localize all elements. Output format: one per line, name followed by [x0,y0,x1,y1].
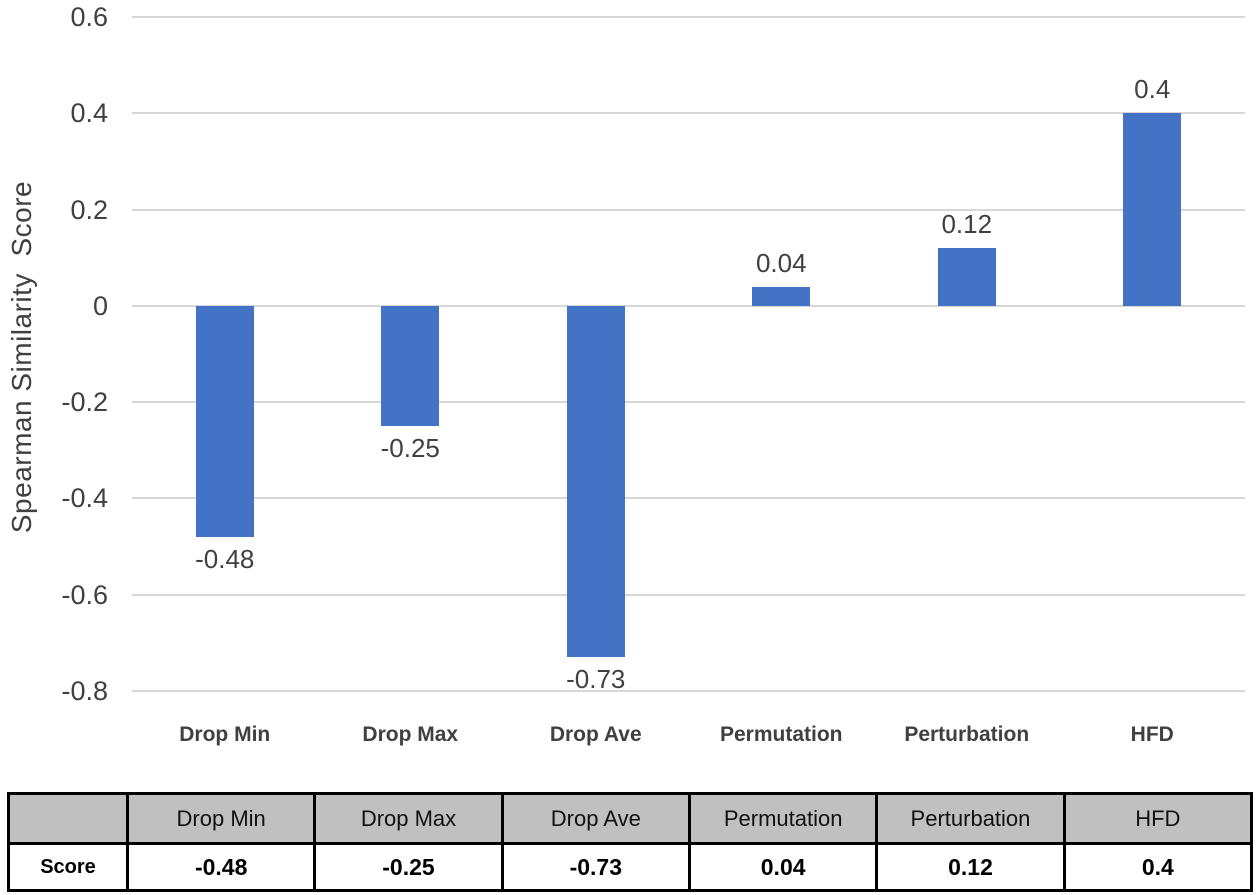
table-value-cell: 0.04 [687,842,879,892]
y-tick-label: 0.2 [70,194,108,225]
bar-permutation [752,286,811,306]
table-value-cell: -0.73 [500,842,691,892]
table-score-row: Score -0.48 -0.25 -0.73 0.04 0.12 0.4 [7,842,1254,892]
y-tick-label: -0.4 [61,483,108,514]
y-tick-label: 0 [92,290,108,321]
bar-value-label: -0.73 [566,664,626,695]
table-header-cell: HFD [1062,792,1254,845]
gridline [132,690,1245,692]
table-value-cell: -0.25 [313,842,504,892]
y-tick-label: -0.6 [61,579,108,610]
y-tick-label: -0.8 [61,676,108,706]
table-header-cell: Perturbation [875,792,1066,845]
table-value-cell: 0.12 [875,842,1066,892]
bar-value-label: -0.25 [380,433,440,464]
bar-drop-min [195,305,254,537]
gridline [132,208,1245,211]
table-header-row: Drop Min Drop Max Drop Ave Permutation Pertu… [7,792,1254,845]
bar-drop-max [381,305,440,427]
x-category-label: Drop Min [179,723,271,746]
x-category-label: Perturbation [904,723,1030,746]
y-tick-label: 0.6 [70,2,108,32]
table-header-cell: Drop Min [125,792,317,845]
table-corner-cell [7,792,129,845]
bar-value-label: -0.48 [195,543,255,574]
x-category-label: Permutation [719,723,843,746]
table-value-cell: 0.4 [1062,842,1254,892]
gridline [132,401,1245,404]
gridline [132,497,1245,500]
table-header-cell: Drop Max [313,792,504,845]
bar-value-label: 0.12 [941,209,993,240]
x-category-label: Drop Max [362,723,459,746]
table-row-label: Score [7,842,129,892]
gridline [132,16,1245,18]
table-header-cell: Permutation [687,792,879,845]
score-table: Drop Min Drop Max Drop Ave Permutation Pertu… [7,792,1254,892]
table-header-cell: Drop Ave [500,792,691,845]
bar-hfd [1123,113,1182,306]
gridline [132,593,1245,596]
bar-perturbation [937,248,996,306]
y-tick-label: -0.2 [61,387,108,418]
bar-drop-ave [566,305,625,658]
y-tick-label: 0.4 [70,98,108,129]
x-category-label: HFD [1130,723,1174,746]
x-category-label: Drop Ave [549,723,642,746]
gridline [132,112,1245,115]
bar-value-label: 0.04 [755,247,807,278]
gridline [132,304,1245,307]
table-value-cell: -0.48 [125,842,317,892]
bar-value-label: 0.4 [1134,74,1171,105]
